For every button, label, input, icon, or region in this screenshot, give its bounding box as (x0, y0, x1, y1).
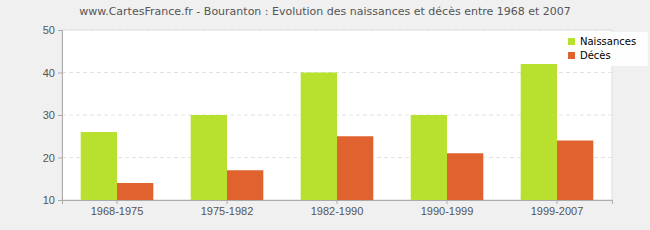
y-tick-label: 30 (43, 109, 55, 121)
y-tick-mark (58, 73, 62, 74)
series (117, 136, 593, 200)
x-tick-label: 1975-1982 (201, 205, 254, 217)
bar (191, 115, 227, 200)
plot-background (62, 30, 612, 200)
y-tick-mark (58, 115, 62, 116)
legend-box (562, 32, 648, 66)
x-tick-mark (337, 200, 338, 204)
y-axis: 10 20 30 40 50 (43, 24, 63, 206)
x-tick-mark (447, 200, 448, 204)
x-axis: 1968-1975 1975-1982 1982-1990 1990-1999 1999… (63, 200, 613, 217)
x-tick-mark (227, 200, 228, 204)
bar (447, 153, 483, 200)
x-tick-label: 1990-1999 (421, 205, 474, 217)
bar (301, 73, 337, 201)
background (0, 0, 650, 230)
chart: www.CartesFrance.fr - Bouranton : Evolut… (0, 0, 650, 230)
y-tick-label: 50 (43, 24, 55, 36)
x-tick-label: 1982-1990 (311, 205, 364, 217)
bar (521, 64, 557, 200)
x-tick-label: 1968-1975 (91, 205, 144, 217)
bars (81, 64, 594, 200)
bar (411, 115, 447, 200)
y-tick: 50 (43, 24, 62, 36)
y-tick: 20 (43, 152, 62, 164)
y-tick-label: 40 (43, 67, 55, 79)
legend-label: Décès (580, 50, 611, 61)
title: www.CartesFrance.fr - Bouranton : Evolut… (79, 5, 571, 18)
bar (227, 170, 263, 200)
x-tick: 1975-1982 (201, 200, 254, 217)
y-tick: 10 (43, 194, 62, 206)
x-tick: 1999-2007 (531, 200, 584, 217)
bar (81, 132, 117, 200)
x-tick: 1990-1999 (421, 200, 474, 217)
y-axis-line (58, 31, 63, 201)
y-tick-mark (58, 200, 62, 201)
y-tick-mark (58, 30, 62, 31)
legend-swatch (568, 52, 575, 59)
x-tick: 1982-1990 (311, 200, 364, 217)
bar (117, 183, 153, 200)
x-axis-line (63, 201, 613, 205)
grid-line (62, 30, 612, 31)
x-tick: 1968-1975 (91, 200, 144, 217)
grid (62, 30, 612, 200)
series (81, 64, 557, 200)
x-tick-mark (557, 200, 558, 204)
y-tick: 30 (43, 109, 62, 121)
plot: 10 20 30 40 50 1968-1975 1975-1982 1982-1990 199… (43, 24, 613, 217)
legend: Naissances Décès (562, 32, 648, 66)
legend-label: Naissances (580, 36, 636, 47)
x-tick-label: 1999-2007 (531, 205, 584, 217)
y-tick-mark (58, 158, 62, 159)
bar (337, 136, 373, 200)
legend-swatch (568, 38, 575, 45)
bar (557, 141, 593, 201)
x-tick-mark (117, 200, 118, 204)
y-tick-label: 20 (43, 152, 55, 164)
y-tick: 40 (43, 67, 62, 79)
y-tick-label: 10 (43, 194, 55, 206)
